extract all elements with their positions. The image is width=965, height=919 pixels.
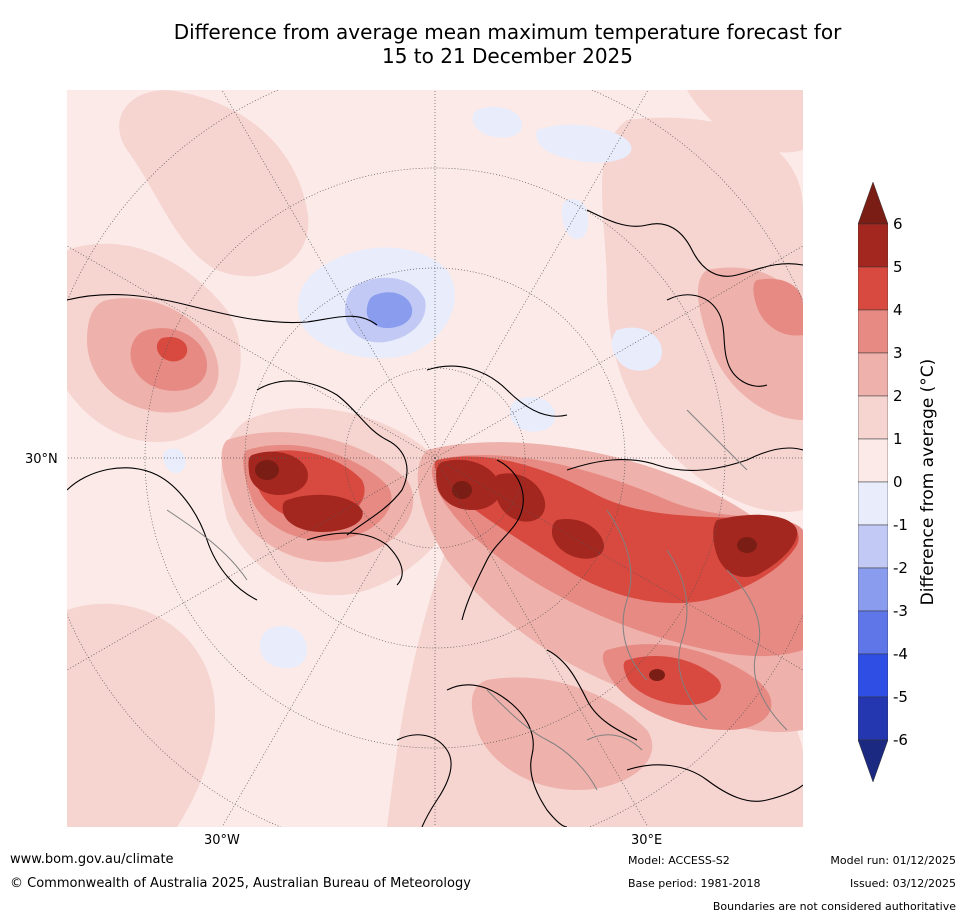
tick-label: 3	[893, 344, 903, 362]
tick-label: 5	[893, 258, 903, 276]
tick-label: -2	[893, 559, 908, 577]
coastlines	[67, 209, 803, 827]
title-line-1: Difference from average mean maximum tem…	[173, 20, 842, 44]
colorbar-segment-2-3	[858, 352, 888, 397]
model-text: Model: ACCESS-S2	[628, 854, 730, 867]
colorbar-segment-1-2	[858, 395, 888, 440]
longitude-label-30w: 30°W	[204, 833, 240, 848]
tick-label: 2	[893, 387, 903, 405]
tick-label: 6	[893, 215, 903, 233]
colorbar-segment-m6-m5	[858, 696, 888, 741]
colorbar-extend-max	[858, 182, 888, 225]
tick-label: -6	[893, 731, 908, 749]
issued-text: Issued: 03/12/2025	[849, 877, 956, 890]
colorbar-segment-4-5	[858, 266, 888, 311]
title-line-2: 15 to 21 December 2025	[381, 44, 633, 68]
colorbar-segment-m1-0	[858, 481, 888, 526]
national-boundaries	[166, 409, 788, 791]
anomaly-above-6	[255, 460, 757, 681]
website-link[interactable]: www.bom.gov.au/climate	[10, 852, 174, 867]
chart-title: Difference from average mean maximum tem…	[80, 20, 935, 68]
tick-label: 4	[893, 301, 903, 319]
forecast-map	[67, 90, 803, 827]
colorbar-title: Difference from average (°C)	[918, 358, 938, 606]
tick-label: 0	[893, 473, 903, 491]
colorbar-segment-m5-m4	[858, 653, 888, 698]
colorbar-segment-m2-m1	[858, 524, 888, 569]
colorbar-segment-5-6	[858, 223, 888, 268]
longitude-label-30e: 30°E	[631, 833, 663, 848]
colorbar-segment-m4-m3	[858, 610, 888, 655]
colorbar-segment-0-1	[858, 438, 888, 483]
colorbar-segment-3-4	[858, 309, 888, 354]
tick-label: -4	[893, 645, 908, 663]
colorbar	[858, 182, 888, 782]
latitude-label-30n: 30°N	[25, 452, 58, 467]
copyright-text: © Commonwealth of Australia 2025, Austra…	[10, 876, 471, 891]
colorbar-extend-min	[858, 739, 888, 782]
tick-label: -5	[893, 688, 908, 706]
tick-label: 1	[893, 430, 903, 448]
model-run-text: Model run: 01/12/2025	[830, 854, 956, 867]
base-period-text: Base period: 1981-2018	[628, 877, 761, 890]
anomaly-negative	[163, 106, 662, 669]
tick-label: -3	[893, 602, 908, 620]
disclaimer-text: Boundaries are not considered authoritat…	[712, 900, 956, 913]
meridians	[67, 90, 803, 827]
colorbar-segment-m3-m2	[858, 567, 888, 612]
tick-label: -1	[893, 516, 908, 534]
